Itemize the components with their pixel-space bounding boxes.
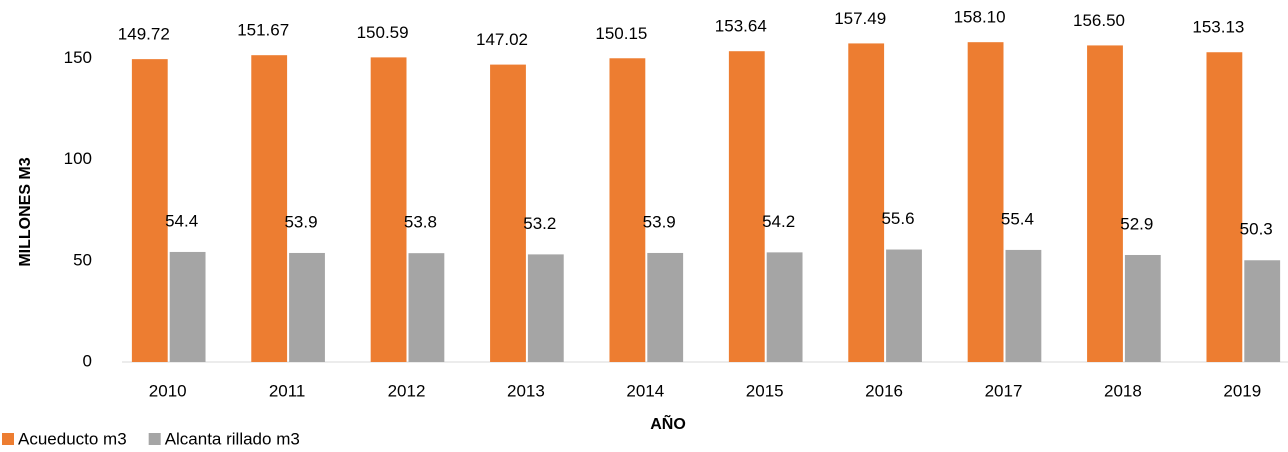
bar [967, 42, 1004, 363]
data-label: 53.8 [404, 213, 437, 232]
x-tick-label: 2011 [269, 381, 306, 400]
x-tick-label: 2018 [1104, 381, 1142, 400]
legend-label: Acueducto m3 [18, 429, 127, 448]
y-axis-label: MILLONES M3 [17, 157, 34, 266]
bar [1244, 260, 1281, 362]
legend-swatch [148, 433, 161, 445]
x-tick-label: 2019 [1223, 381, 1261, 400]
data-label: 147.02 [476, 30, 528, 49]
y-tick-label: 50 [73, 250, 92, 269]
y-tick-label: 0 [83, 351, 92, 370]
x-tick-label: 2015 [746, 381, 784, 400]
bar [766, 252, 803, 362]
x-tick-label: 2010 [149, 381, 187, 400]
x-tick-label: 2012 [388, 381, 426, 400]
data-label: 150.15 [595, 24, 647, 43]
bar [408, 253, 445, 362]
x-tick-label: 2013 [507, 381, 545, 400]
data-label: 150.59 [357, 23, 409, 42]
bar [1087, 45, 1123, 363]
data-label: 53.9 [284, 212, 317, 231]
bar [527, 254, 564, 362]
data-label: 55.6 [881, 209, 914, 228]
bar [609, 58, 646, 362]
data-label: 149.72 [118, 25, 170, 44]
data-label: 151.67 [237, 21, 289, 40]
bar [1124, 254, 1161, 362]
x-tick-label: 2016 [865, 381, 903, 400]
bar [169, 251, 206, 362]
data-label: 50.3 [1240, 220, 1273, 239]
bar [728, 51, 765, 363]
data-label: 53.2 [523, 214, 556, 233]
bar [251, 55, 288, 362]
bar [1206, 52, 1243, 362]
y-tick-label: 100 [64, 149, 92, 168]
data-label: 157.49 [834, 9, 886, 28]
bar [370, 57, 407, 363]
data-label: 53.9 [643, 212, 676, 231]
x-tick-label: 2017 [985, 381, 1023, 400]
data-label: 153.64 [715, 17, 767, 36]
bar [490, 64, 526, 362]
x-tick-label: 2014 [626, 381, 664, 400]
bar [848, 43, 885, 362]
bar [289, 252, 325, 362]
y-tick-label: 150 [64, 48, 92, 67]
data-label: 156.50 [1073, 11, 1125, 30]
x-axis-label: AÑO [650, 413, 686, 433]
bar [1005, 249, 1042, 362]
legend-swatch [2, 433, 14, 445]
data-label: 55.4 [1001, 209, 1034, 228]
data-label: 52.9 [1120, 214, 1153, 233]
bar [886, 249, 922, 362]
legend-label: Alcanta rillado m3 [165, 429, 300, 448]
bar [131, 59, 168, 363]
data-label: 54.2 [762, 212, 795, 231]
data-label: 158.10 [954, 8, 1006, 27]
data-label: 54.4 [165, 211, 198, 230]
bar [647, 252, 684, 362]
data-label: 153.13 [1192, 18, 1244, 37]
